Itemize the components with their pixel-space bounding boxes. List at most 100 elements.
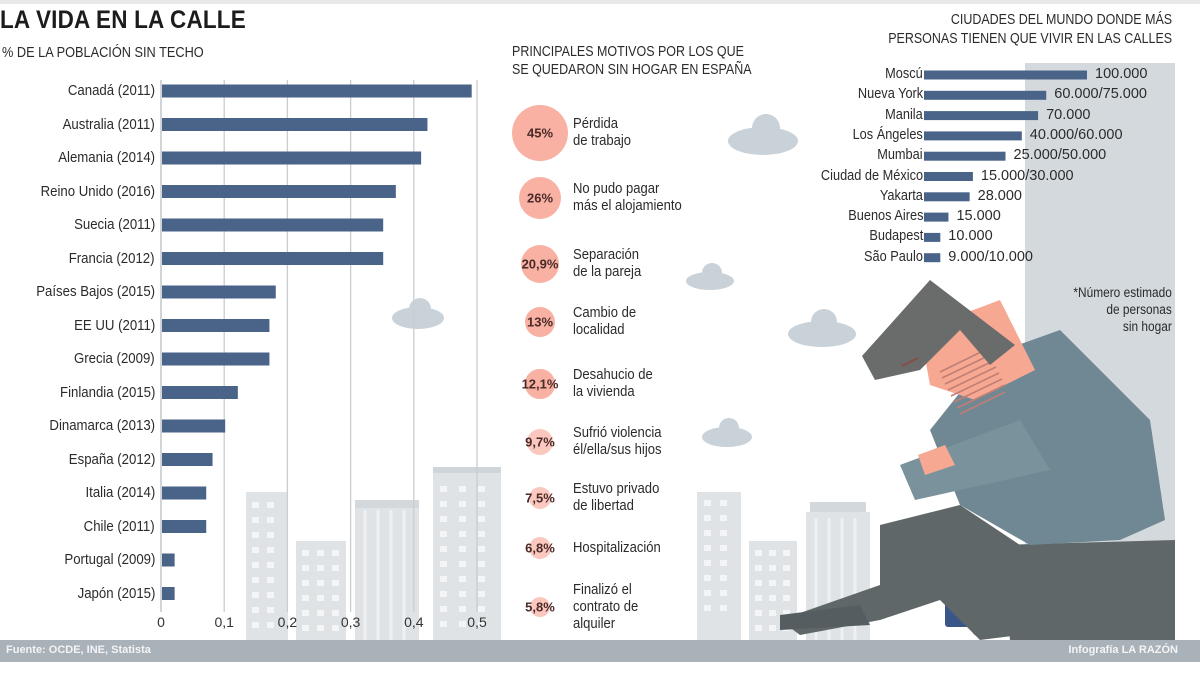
building-window [769, 550, 776, 556]
bar-chart-plot [160, 80, 478, 612]
city-bar [924, 253, 941, 263]
reason-percent: 7,5% [525, 490, 555, 506]
building-window [704, 590, 711, 596]
building-window [478, 576, 485, 582]
reason-description-line: la vivienda [573, 384, 635, 400]
reason-item: 5,8% Finalizó el contrato de alquiler [500, 577, 730, 637]
x-tick-label: 0,2 [277, 614, 298, 630]
building-window [704, 605, 711, 611]
reason-description-line: de la pareja [573, 264, 642, 280]
building-window [459, 561, 466, 567]
reason-description-line: Finalizó el [573, 581, 632, 598]
city-bar [924, 192, 970, 202]
reason-description-line: Pérdida [573, 116, 618, 132]
building-window [267, 592, 274, 598]
building-window [755, 595, 762, 601]
building-window [302, 565, 309, 571]
reason-percent: 20,9% [521, 256, 559, 272]
reason-description-line: alquiler [573, 615, 616, 632]
category-label: Italia (2014) [85, 484, 155, 501]
city-value-label: 40.000/60.000 [1029, 126, 1123, 143]
city-bar [924, 90, 1047, 100]
building-window [440, 606, 447, 612]
building-window [440, 516, 447, 522]
closed-eye [901, 357, 919, 367]
building-window [252, 547, 259, 553]
cities-title-line-1: CIUDADES DEL MUNDO DONDE MÁS [950, 12, 1172, 28]
building-window [267, 607, 274, 613]
reasons-title-line-1: PRINCIPALES MOTIVOS POR LOS QUE [512, 44, 744, 60]
reason-percent-circle [529, 596, 551, 618]
building-window [783, 595, 790, 601]
reason-description-line: de libertad [573, 498, 634, 514]
category-label: Grecia (2009) [74, 350, 155, 367]
bar [162, 386, 238, 399]
building-window [783, 550, 790, 556]
bar-chart-category-labels: Canadá (2011) Australia (2011) Alemania (2… [0, 0, 155, 640]
reason-percent-circle [512, 105, 568, 161]
category-label: Finlandia (2015) [59, 383, 155, 401]
building-window [704, 575, 711, 581]
building-window [317, 580, 324, 586]
building-window [720, 530, 727, 536]
building-window [478, 591, 485, 597]
building-window [720, 500, 727, 506]
bar-chart-subtitle: % DE LA POBLACIÓN SIN TECHO [2, 44, 204, 61]
reason-description-line: más el alojamiento [573, 198, 682, 214]
building-window [720, 590, 727, 596]
building-window [459, 606, 466, 612]
reason-description-line: Hospitalización [573, 539, 661, 556]
estimate-footnote: *Número estimado de personas sin hogar [1074, 284, 1172, 335]
building-window [267, 622, 274, 628]
building-window [332, 565, 339, 571]
footer-bar [0, 640, 1200, 662]
x-tick-label: 0,4 [404, 614, 424, 630]
building-window [317, 625, 324, 631]
reason-percent-circle [528, 486, 552, 510]
building-window [459, 501, 466, 507]
category-label: Francia (2012) [69, 249, 155, 267]
building-window [769, 595, 776, 601]
reason-percent: 12,1% [521, 376, 559, 392]
building-window [720, 545, 727, 551]
reason-percent-circle [520, 244, 560, 284]
cloud-icon [392, 114, 856, 447]
building-window [252, 607, 259, 613]
city-label: São Paulo [864, 248, 923, 265]
reason-description: Estuvo privado de libertad [573, 481, 659, 515]
building-window [252, 517, 259, 523]
building-window [267, 517, 274, 523]
category-label: EE UU (2011) [73, 316, 155, 334]
building-window [440, 546, 447, 552]
bar [162, 587, 175, 600]
bar [162, 553, 175, 567]
bar [162, 218, 384, 232]
reason-description-line: Cambio de [573, 305, 637, 321]
city-bar [924, 70, 1087, 80]
building-window [720, 515, 727, 521]
city-label: Moscú [885, 66, 923, 82]
reason-item: 9,7% Sufrió violencia él/ella/sus hijos [500, 412, 730, 472]
reason-description-line: Separación [573, 247, 640, 263]
building-window [478, 516, 485, 522]
city-bar [924, 232, 941, 242]
city-label: Buenos Aires [847, 208, 923, 225]
reason-percent: 5,8% [525, 599, 555, 615]
reason-item: 13% Cambio de localidad [500, 292, 730, 352]
reason-percent-circle [525, 369, 555, 399]
reason-description-line: contrato de [573, 598, 639, 615]
top-rule [0, 0, 1200, 4]
building-window [720, 575, 727, 581]
city-bar [924, 212, 949, 222]
city-label: Nueva York [857, 86, 923, 103]
bar [162, 453, 213, 466]
building-window [440, 561, 447, 567]
reason-percent-circle [524, 306, 556, 338]
building-window [478, 561, 485, 567]
building-window [267, 577, 274, 583]
reason-description: Cambio de localidad [573, 305, 636, 339]
bar [162, 285, 276, 299]
reason-item: 26% No pudo pagar más el alojamiento [500, 168, 730, 228]
building-window [478, 546, 485, 552]
building-window [478, 486, 485, 492]
